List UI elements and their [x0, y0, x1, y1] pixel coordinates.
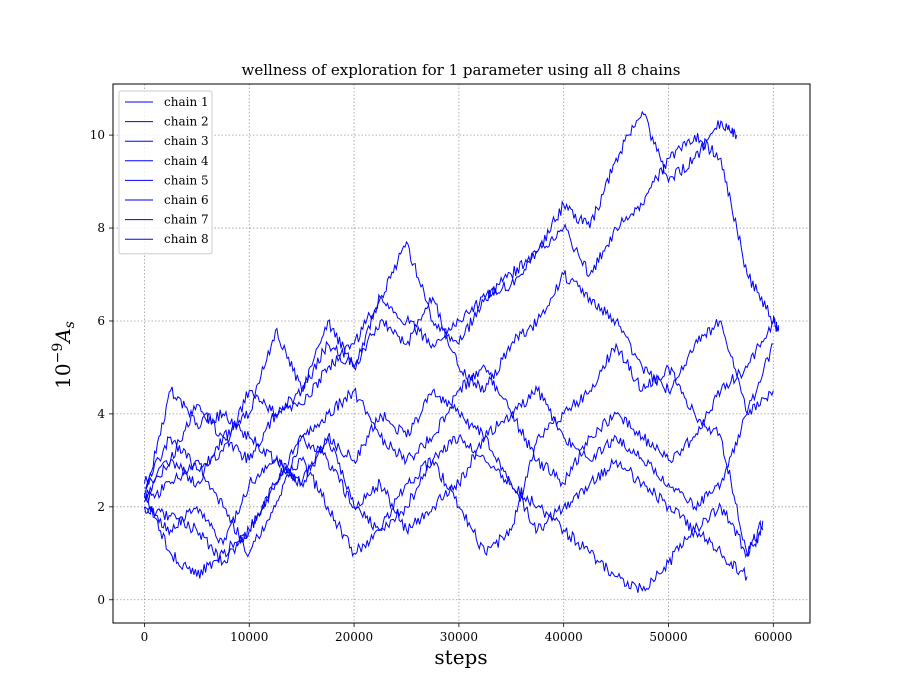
x-tick-label: 20000	[335, 630, 373, 644]
x-tick-label: 10000	[230, 630, 268, 644]
legend-label: chain 6	[164, 193, 209, 207]
y-tick-label: 8	[97, 221, 105, 235]
y-tick-label: 6	[97, 314, 105, 328]
legend-label: chain 1	[164, 95, 209, 109]
legend-label: chain 3	[164, 134, 209, 148]
x-tick-label: 30000	[440, 630, 478, 644]
y-axis-label: 10−9As	[50, 321, 78, 389]
grid-layer	[113, 84, 810, 623]
legend-box	[118, 90, 213, 255]
tick-layer: 0 10000 20000 30000 40000 50000 60000 0 2 4 6 8 10	[90, 128, 793, 644]
x-tick-label: 50000	[649, 630, 687, 644]
legend-label: chain 4	[164, 154, 209, 168]
series-line-4	[143, 433, 748, 593]
series-line-7	[143, 433, 764, 567]
y-tick-label: 0	[97, 593, 105, 607]
legend: chain 1 chain 2 chain 3 chain 4 chain 5 chain…	[118, 90, 213, 255]
legend-label: chain 5	[164, 173, 209, 187]
legend-label: chain 2	[164, 115, 209, 129]
legend-label: chain 8	[164, 232, 209, 246]
x-tick-label: 60000	[754, 630, 792, 644]
x-axis-label: steps	[434, 645, 487, 669]
x-tick-label: 0	[141, 630, 149, 644]
y-tick-label: 4	[97, 407, 105, 421]
x-tick-label: 40000	[545, 630, 583, 644]
series-line-3	[144, 342, 764, 558]
series-line-6	[144, 270, 774, 489]
y-tick-label: 10	[90, 128, 105, 142]
series-line-5	[143, 320, 774, 558]
plot-frame	[112, 83, 811, 624]
y-tick-label: 2	[97, 500, 105, 514]
series-layer	[143, 110, 780, 593]
legend-label: chain 7	[164, 213, 209, 227]
series-line-8	[143, 343, 774, 512]
series-line-2	[143, 133, 780, 485]
chart-title: wellness of exploration for 1 parameter …	[242, 61, 681, 79]
